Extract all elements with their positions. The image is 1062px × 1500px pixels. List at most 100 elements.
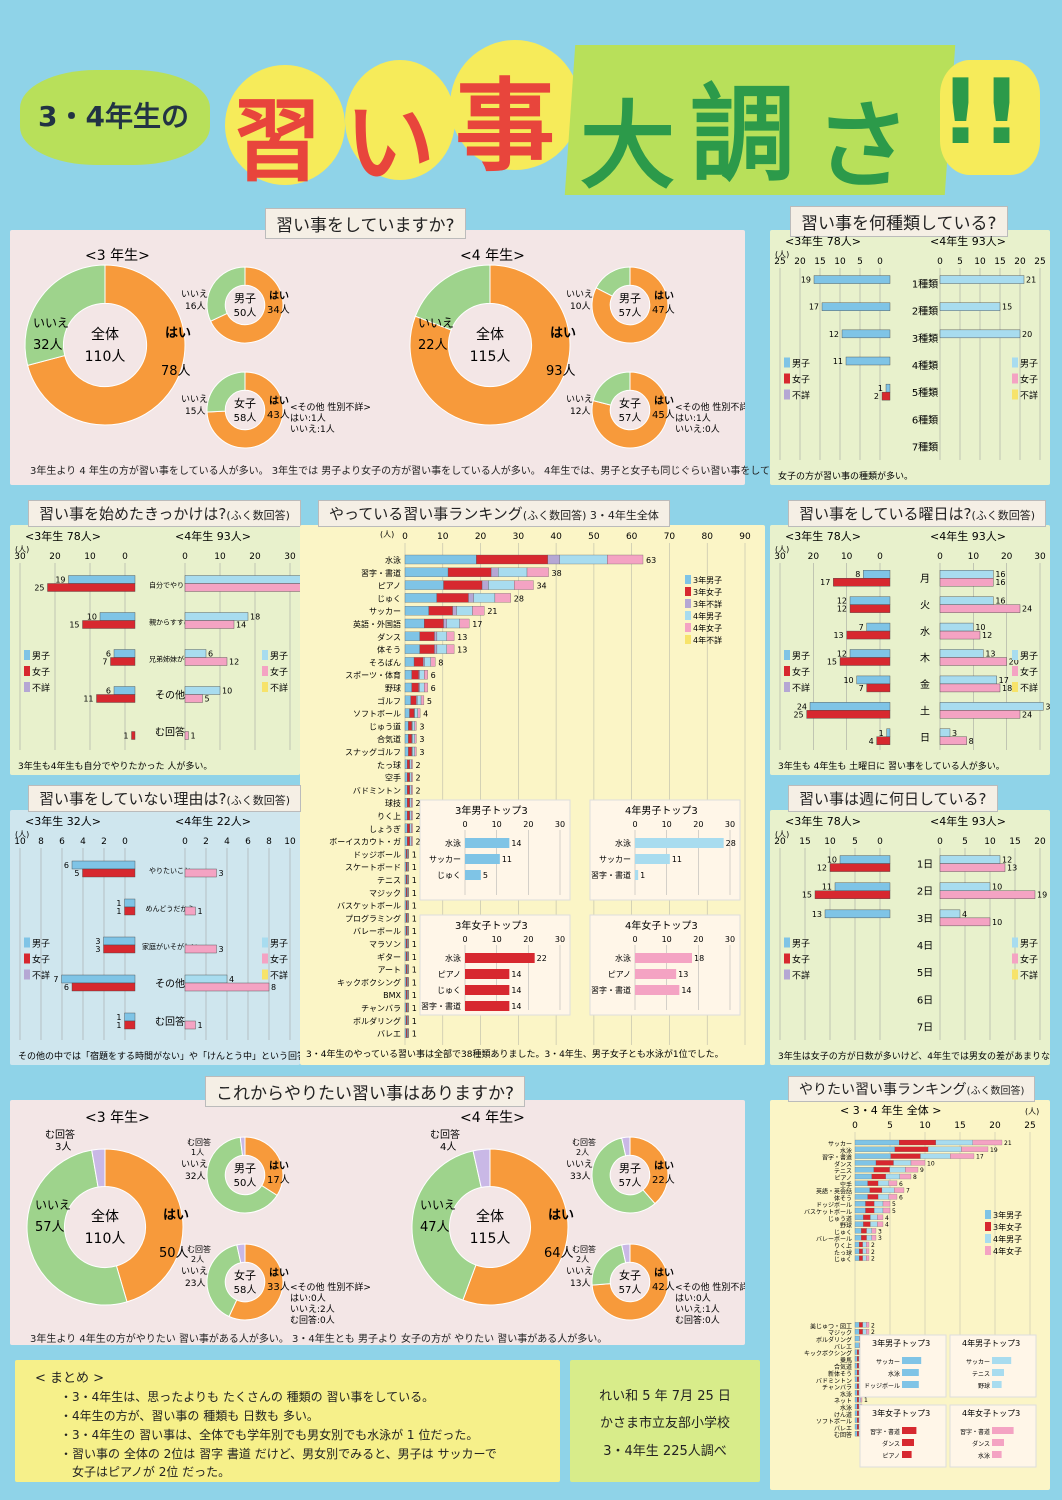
chart-note: 3年生も 4年生も 土曜日に 習い事をしている人が多い。 xyxy=(778,760,1005,772)
bar-segment xyxy=(408,964,409,974)
bar-segment xyxy=(859,1329,863,1335)
other-note: いいえ:0人 xyxy=(675,424,720,435)
bar-segment xyxy=(404,734,409,744)
bar-segment xyxy=(873,1167,890,1173)
legend-swatch xyxy=(1012,666,1018,676)
bar-segment xyxy=(468,593,474,603)
bar-segment xyxy=(412,721,415,731)
bar-label: 1 xyxy=(198,907,203,916)
bar-label: 6 xyxy=(208,650,213,659)
bar xyxy=(124,1012,136,1022)
category-label: じゅう道 xyxy=(828,1215,852,1223)
na-count: 4人 xyxy=(440,1141,456,1153)
bar-segment xyxy=(404,874,407,885)
no-count: 57人 xyxy=(35,1220,65,1235)
tick: 30 xyxy=(774,552,786,562)
category-label: 7日 xyxy=(917,1022,933,1033)
bar xyxy=(184,982,270,992)
bar-label: 14 xyxy=(681,986,691,995)
bar-segment xyxy=(408,887,409,897)
right-label: <4年生 22人> xyxy=(175,814,251,828)
bar-segment xyxy=(411,823,413,833)
category-label: プログラミング xyxy=(345,913,401,923)
category-label: ドッジボール xyxy=(816,1201,852,1209)
legend-label: 男子 xyxy=(1020,939,1038,950)
bar-segment xyxy=(854,1160,877,1166)
bar-segment xyxy=(856,1383,859,1389)
sub-no: いいえ xyxy=(181,1159,208,1170)
bar-label: 8 xyxy=(855,570,860,579)
legend-label: 男子 xyxy=(270,939,288,950)
bar-segment xyxy=(407,798,410,808)
chart-note: 3年生は女子の方が日数が多いけど、4年生では男女の差があまりない xyxy=(778,1050,1050,1062)
bar-label: 18 xyxy=(694,954,704,963)
bar-segment xyxy=(865,1207,875,1214)
other-note: む回答:0人 xyxy=(675,1314,720,1326)
bar xyxy=(849,649,891,658)
bar-segment xyxy=(409,785,412,795)
bar-segment xyxy=(404,862,407,872)
legend-swatch xyxy=(685,635,691,644)
bar-label: 10 xyxy=(87,613,97,622)
top3-title: 3年男子トップ3 xyxy=(872,1338,930,1348)
sub-name: 男子 xyxy=(619,292,641,305)
bar-label: 18 xyxy=(250,613,260,622)
category-label: サッカー xyxy=(966,1359,990,1366)
bar-segment xyxy=(854,1228,862,1234)
bar-segment xyxy=(405,874,408,885)
category-label: じゅく xyxy=(377,594,401,603)
sub-yes-n: 45人 xyxy=(652,409,675,421)
sub-donut-slice xyxy=(629,1136,669,1205)
bar xyxy=(833,578,891,587)
title-char-3: 事 xyxy=(455,68,555,185)
bar-label: 3 xyxy=(219,869,224,878)
bar-label: 13 xyxy=(678,970,688,979)
total-donut-slice xyxy=(472,1148,491,1189)
category-label: ドッジボール xyxy=(353,850,401,859)
category-label: 水泳 xyxy=(615,953,631,963)
bar-label: 22 xyxy=(537,954,547,963)
chart-note: 女子の方が習い事の種類が多い。 xyxy=(778,470,913,482)
bar-segment xyxy=(862,1322,867,1328)
bar xyxy=(841,329,891,339)
bar-segment xyxy=(418,670,420,680)
bar-segment xyxy=(856,1369,859,1376)
sub-count: 58人 xyxy=(234,412,257,424)
category-label: 6種類 xyxy=(912,413,938,426)
bar xyxy=(939,578,994,587)
sub-na-n: 1人 xyxy=(191,1148,204,1157)
bar-segment xyxy=(407,759,410,769)
bar-total: 4 xyxy=(423,710,428,719)
category-label: スポーツ・体育 xyxy=(345,670,401,680)
bar-label: 13 xyxy=(985,650,995,659)
category-label: サッカー xyxy=(369,607,401,616)
na-label: む回答 xyxy=(45,1128,75,1141)
total-donut-slice xyxy=(414,264,491,331)
top3-panel xyxy=(419,914,571,1016)
bar-segment xyxy=(414,721,417,731)
legend-swatch xyxy=(262,953,268,964)
bar-label: 16 xyxy=(995,570,1005,579)
category-label: 野球 xyxy=(840,1222,852,1230)
bar-total: 3 xyxy=(419,748,424,757)
sub-name: 女子 xyxy=(619,1268,641,1282)
bar-segment xyxy=(856,1356,859,1362)
bar xyxy=(806,710,891,719)
category-label: やりたいこと xyxy=(149,867,191,875)
sub-na-n: 2人 xyxy=(191,1255,204,1264)
category-label: ボーイスカウト・ガ xyxy=(329,837,401,847)
category-label: 2日 xyxy=(917,887,933,898)
bar-total: 1 xyxy=(412,863,417,872)
bar-segment xyxy=(417,695,422,705)
bar-segment xyxy=(858,1397,861,1403)
legend-label: 女子 xyxy=(32,954,50,966)
bar-total: 4 xyxy=(885,1222,889,1229)
total-count: 110人 xyxy=(85,1231,126,1247)
bar-segment xyxy=(863,1221,871,1227)
category-label: じゅく xyxy=(834,1257,852,1264)
category-label: ダンス xyxy=(972,1440,990,1448)
bar-segment xyxy=(854,1369,858,1376)
category-label: 新体そう xyxy=(828,1370,852,1378)
sub-no-n: 32人 xyxy=(185,1171,205,1182)
bar-label: 1 xyxy=(123,732,128,741)
